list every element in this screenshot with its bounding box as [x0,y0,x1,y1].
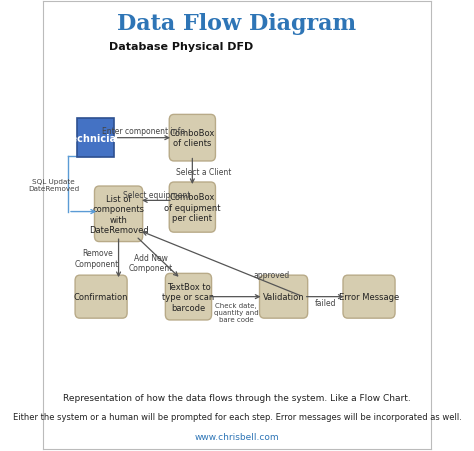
FancyBboxPatch shape [75,276,127,318]
Text: ComboBox
of equipment
per client: ComboBox of equipment per client [164,193,220,222]
FancyBboxPatch shape [165,274,211,320]
Text: SQL Update
DateRemoved: SQL Update DateRemoved [28,179,79,192]
Text: Add New
Component: Add New Component [128,253,173,273]
FancyBboxPatch shape [343,276,395,318]
Text: TextBox to
type or scan
barcode: TextBox to type or scan barcode [162,282,215,312]
Text: Remove
Component: Remove Component [75,249,119,268]
Text: Select a Client: Select a Client [176,167,232,176]
Text: www.chrisbell.com: www.chrisbell.com [195,432,279,441]
FancyBboxPatch shape [169,183,216,233]
FancyBboxPatch shape [94,187,143,242]
Text: Select equipment: Select equipment [123,191,190,200]
Text: Technician: Technician [66,133,124,143]
Text: Check date,
quantity and
bare code: Check date, quantity and bare code [213,303,258,322]
FancyBboxPatch shape [260,276,308,318]
Text: ComboBox
of clients: ComboBox of clients [170,129,215,148]
Text: Validation: Validation [263,293,304,301]
Text: Representation of how the data flows through the system. Like a Flow Chart.: Representation of how the data flows thr… [63,393,411,402]
FancyBboxPatch shape [169,115,216,161]
Text: Either the system or a human will be prompted for each step. Error messages will: Either the system or a human will be pro… [13,412,461,421]
Text: Database Physical DFD: Database Physical DFD [109,42,253,52]
Text: Enter component info: Enter component info [102,127,185,136]
FancyBboxPatch shape [77,119,114,158]
Text: failed: failed [314,298,336,307]
Text: List of
components
with
DateRemoved: List of components with DateRemoved [89,194,148,235]
Text: Confirmation: Confirmation [74,293,128,301]
Text: approved: approved [254,270,290,279]
Text: Error Message: Error Message [339,293,399,301]
Text: Data Flow Diagram: Data Flow Diagram [118,14,356,35]
